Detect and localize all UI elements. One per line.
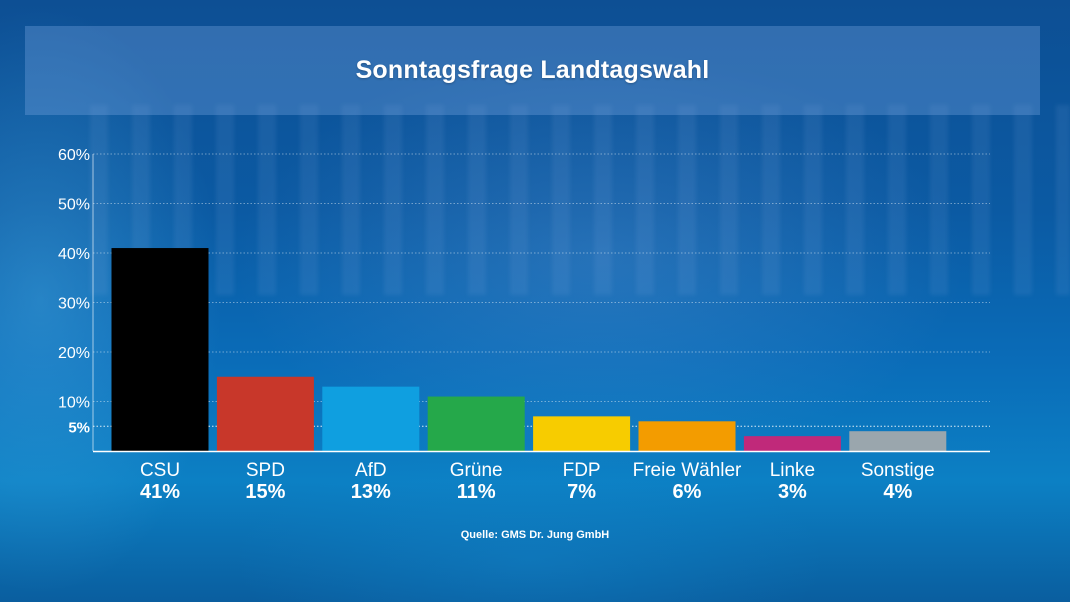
value-label: 41% xyxy=(140,481,180,503)
category-label: Grüne xyxy=(450,460,503,481)
bar-linke xyxy=(743,436,841,451)
background-building xyxy=(90,105,1070,295)
y-tick-label: 30% xyxy=(58,296,90,313)
value-label: 13% xyxy=(351,481,391,503)
value-label: 11% xyxy=(457,481,496,503)
category-label: AfD xyxy=(355,460,387,481)
value-label: 7% xyxy=(567,481,596,503)
value-label: 3% xyxy=(778,481,807,503)
y-axis-ticks: 60% 50% 40% 30% 20% 10% 5% xyxy=(58,147,90,436)
value-label: 15% xyxy=(245,481,285,503)
category-label: SPD xyxy=(246,460,285,481)
value-labels: 41% 15% 13% 11% 7% 6% 3% 4% xyxy=(140,481,912,503)
bar-grüne xyxy=(427,396,525,451)
bar-sonstige xyxy=(849,431,947,451)
bar-freie-wähler xyxy=(638,421,736,451)
chart-title: Sonntagsfrage Landtagswahl xyxy=(355,56,710,84)
bar-fdp xyxy=(533,416,631,451)
bar-afd xyxy=(322,386,420,451)
threshold-label: 5% xyxy=(68,419,90,436)
category-label: CSU xyxy=(140,460,180,481)
source-note: Quelle: GMS Dr. Jung GmbH xyxy=(460,529,610,541)
y-tick-label: 20% xyxy=(58,345,90,362)
category-label: Freie Wähler xyxy=(633,460,742,481)
title-bar: Sonntagsfrage Landtagswahl xyxy=(25,26,1040,115)
y-tick-label: 60% xyxy=(58,147,90,164)
y-tick-label: 40% xyxy=(58,246,90,263)
category-label: Linke xyxy=(770,460,815,481)
category-label: FDP xyxy=(563,460,601,481)
bar-spd xyxy=(216,376,314,451)
value-label: 4% xyxy=(883,481,912,503)
value-label: 6% xyxy=(673,481,702,503)
y-tick-label: 50% xyxy=(58,197,90,214)
bar-csu xyxy=(111,248,209,451)
bars xyxy=(111,248,947,451)
category-labels: CSU SPD AfD Grüne FDP Freie Wähler Linke Sonsti… xyxy=(140,460,935,481)
category-label: Sonstige xyxy=(861,460,935,481)
y-tick-label: 10% xyxy=(58,395,90,412)
